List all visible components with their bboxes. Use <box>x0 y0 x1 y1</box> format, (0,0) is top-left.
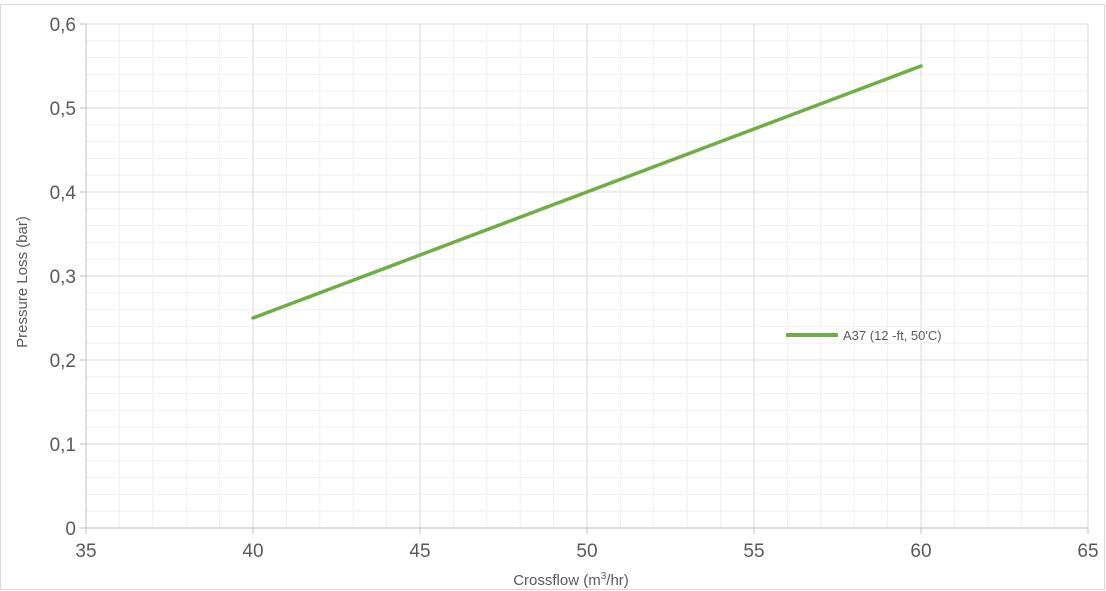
series-layer <box>251 64 923 320</box>
y-tick-label: 0 <box>65 519 76 540</box>
x-tick-label: 50 <box>576 541 597 562</box>
major-grid <box>85 23 1089 529</box>
x-tick-label: 35 <box>75 541 96 562</box>
y-tick-label: 0,1 <box>50 435 76 456</box>
legend: A37 (12 -ft, 50'C) <box>786 328 942 343</box>
x-tick-label: 45 <box>409 541 430 562</box>
x-tick-label: 40 <box>242 541 263 562</box>
chart-frame <box>0 4 1105 590</box>
y-tick-label: 0,2 <box>50 351 76 372</box>
y-axis-title: Pressure Loss (bar) <box>14 216 31 348</box>
y-tick-label: 0,4 <box>50 183 77 204</box>
axes <box>80 23 1089 534</box>
x-axis-title: Crossflow (m3/hr) <box>513 571 629 589</box>
x-tick-label: 65 <box>1077 541 1098 562</box>
y-tick-label: 0,5 <box>50 99 76 120</box>
x-tick-label: 55 <box>743 541 764 562</box>
tick-labels: 35 40 45 50 55 60 65 0 0,1 0,2 0,3 0,4 0,5 0,6 <box>50 15 1099 562</box>
y-tick-label: 0,3 <box>50 267 76 288</box>
y-tick-label: 0,6 <box>50 15 76 36</box>
legend-label: A37 (12 -ft, 50'C) <box>843 328 942 343</box>
x-tick-label: 60 <box>910 541 931 562</box>
series-line <box>251 64 923 320</box>
